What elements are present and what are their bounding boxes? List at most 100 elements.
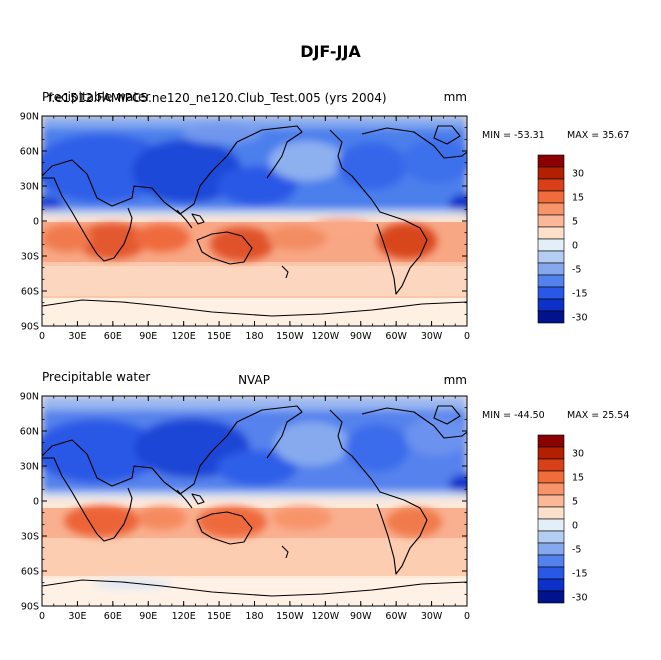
colorbar-swatch (537, 214, 565, 228)
colorbar-swatch (537, 298, 565, 312)
colorbar-label-model: 15 (572, 193, 584, 204)
lon-tick-label-nvap: 180 (245, 611, 263, 622)
lat-tick-label-nvap: 30S (21, 532, 39, 543)
colorbar-swatch (537, 274, 565, 288)
lon-tick-label-model: 0 (39, 331, 45, 342)
colorbar-swatch (537, 190, 565, 204)
colorbar-swatch (537, 458, 565, 472)
lat-tick-label-model: 30S (21, 252, 39, 263)
contour-field-nvap (42, 396, 467, 606)
lat-tick-label-model: 60S (21, 287, 39, 298)
lon-tick-label-model: 180 (245, 331, 263, 342)
lat-tick-label-model: 90S (21, 322, 39, 333)
lon-tick-label-model: 0 (464, 331, 470, 342)
colorbar-label-nvap: 0 (572, 521, 578, 532)
lon-tick-label-nvap: 0 (39, 611, 45, 622)
colorbar-swatch (537, 202, 565, 216)
lon-tick-label-model: 30E (68, 331, 86, 342)
coastlines-nvap (42, 405, 467, 597)
lat-tick-label-nvap: 90N (20, 392, 39, 403)
lon-tick-label-nvap: 120E (172, 611, 196, 622)
lon-tick-label-model: 90E (139, 331, 157, 342)
panel1-units: mm (444, 90, 467, 104)
lon-tick-label-nvap: 60E (104, 611, 122, 622)
contour-field-model (42, 116, 467, 326)
lon-tick-label-nvap: 150W (276, 611, 304, 622)
colorbar-swatch (537, 554, 565, 568)
lat-tick-label-nvap: 60N (20, 427, 39, 438)
lat-tick-label-model: 90N (20, 112, 39, 123)
colorbar-swatch (537, 530, 565, 544)
colorbar-label-nvap: 30 (572, 449, 584, 460)
colorbar-swatch (537, 238, 565, 252)
lon-tick-label-nvap: 90E (139, 611, 157, 622)
colorbar-swatch (537, 494, 565, 508)
lon-tick-label-nvap: 90W (350, 611, 372, 622)
colorbar-swatch (537, 542, 565, 556)
colorbar-label-model: 5 (572, 217, 578, 228)
colorbar-nvap: 30 15 5 0 -5 -15 -30 (537, 434, 588, 604)
panel1-left-title: Precipitable water (42, 90, 150, 104)
colorbar-label-model: -5 (572, 265, 581, 276)
lat-tick-label-model: 60N (20, 147, 39, 158)
lat-tick-label-nvap: 30N (20, 462, 39, 473)
colorbar-swatch (537, 262, 565, 276)
colorbar-label-model: 30 (572, 169, 584, 180)
colorbar-label-model: 0 (572, 241, 578, 252)
colorbar-swatch (537, 482, 565, 496)
lon-tick-label-model: 30W (421, 331, 443, 342)
panel2-units: mm (444, 373, 467, 387)
panel2-left-title: Precipitable water (42, 370, 150, 384)
colorbar-swatch (537, 590, 565, 604)
lon-tick-label-nvap: 0 (464, 611, 470, 622)
colorbar-swatch (537, 178, 565, 192)
lat-tick-label-model: 30N (20, 182, 39, 193)
colorbar-swatch (537, 578, 565, 592)
lon-tick-label-model: 120E (172, 331, 196, 342)
lon-tick-label-nvap: 120W (312, 611, 340, 622)
colorbar-swatch (537, 518, 565, 532)
lon-tick-label-model: 150E (207, 331, 231, 342)
colorbar-swatch (537, 434, 565, 448)
colorbar-label-model: -30 (572, 313, 588, 324)
lon-tick-label-nvap: 60W (385, 611, 407, 622)
lon-tick-label-model: 60E (104, 331, 122, 342)
lat-tick-label-model: 0 (33, 217, 39, 228)
colorbar-label-nvap: -15 (572, 569, 588, 580)
lon-tick-label-nvap: 150E (207, 611, 231, 622)
lon-tick-label-model: 60W (385, 331, 407, 342)
colorbar-swatch (537, 470, 565, 484)
colorbar-model: 30 15 5 0 -5 -15 -30 (537, 154, 588, 324)
colorbar-label-nvap: -5 (572, 545, 581, 556)
colorbar-label-nvap: -30 (572, 593, 588, 604)
lon-tick-label-model: 150W (276, 331, 304, 342)
panel2-center-title: NVAP (238, 373, 270, 387)
lat-tick-label-nvap: 90S (21, 602, 39, 613)
panel1-min-label: MIN = -53.31 (482, 130, 545, 141)
panel2-min-label: MIN = -44.50 (482, 410, 545, 421)
colorbar-label-model: -15 (572, 289, 588, 300)
panel1-max-label: MAX = 35.67 (567, 130, 629, 141)
lon-tick-label-model: 90W (350, 331, 372, 342)
figure-title: DJF-JJA (300, 42, 361, 61)
lon-tick-label-nvap: 30E (68, 611, 86, 622)
colorbar-swatch (537, 226, 565, 240)
colorbar-swatch (537, 310, 565, 324)
colorbar-label-nvap: 15 (572, 473, 584, 484)
colorbar-swatch (537, 250, 565, 264)
colorbar-label-nvap: 5 (572, 497, 578, 508)
panel2-max-label: MAX = 25.54 (567, 410, 629, 421)
colorbar-swatch (537, 154, 565, 168)
coastlines-model (42, 125, 467, 317)
panel1-case-title: f.e1512.FAMIPC5.ne120_ne120.Club_Test.00… (48, 91, 387, 105)
lat-tick-label-nvap: 60S (21, 567, 39, 578)
colorbar-swatch (537, 446, 565, 460)
colorbar-swatch (537, 506, 565, 520)
lon-tick-label-nvap: 30W (421, 611, 443, 622)
colorbar-swatch (537, 566, 565, 580)
